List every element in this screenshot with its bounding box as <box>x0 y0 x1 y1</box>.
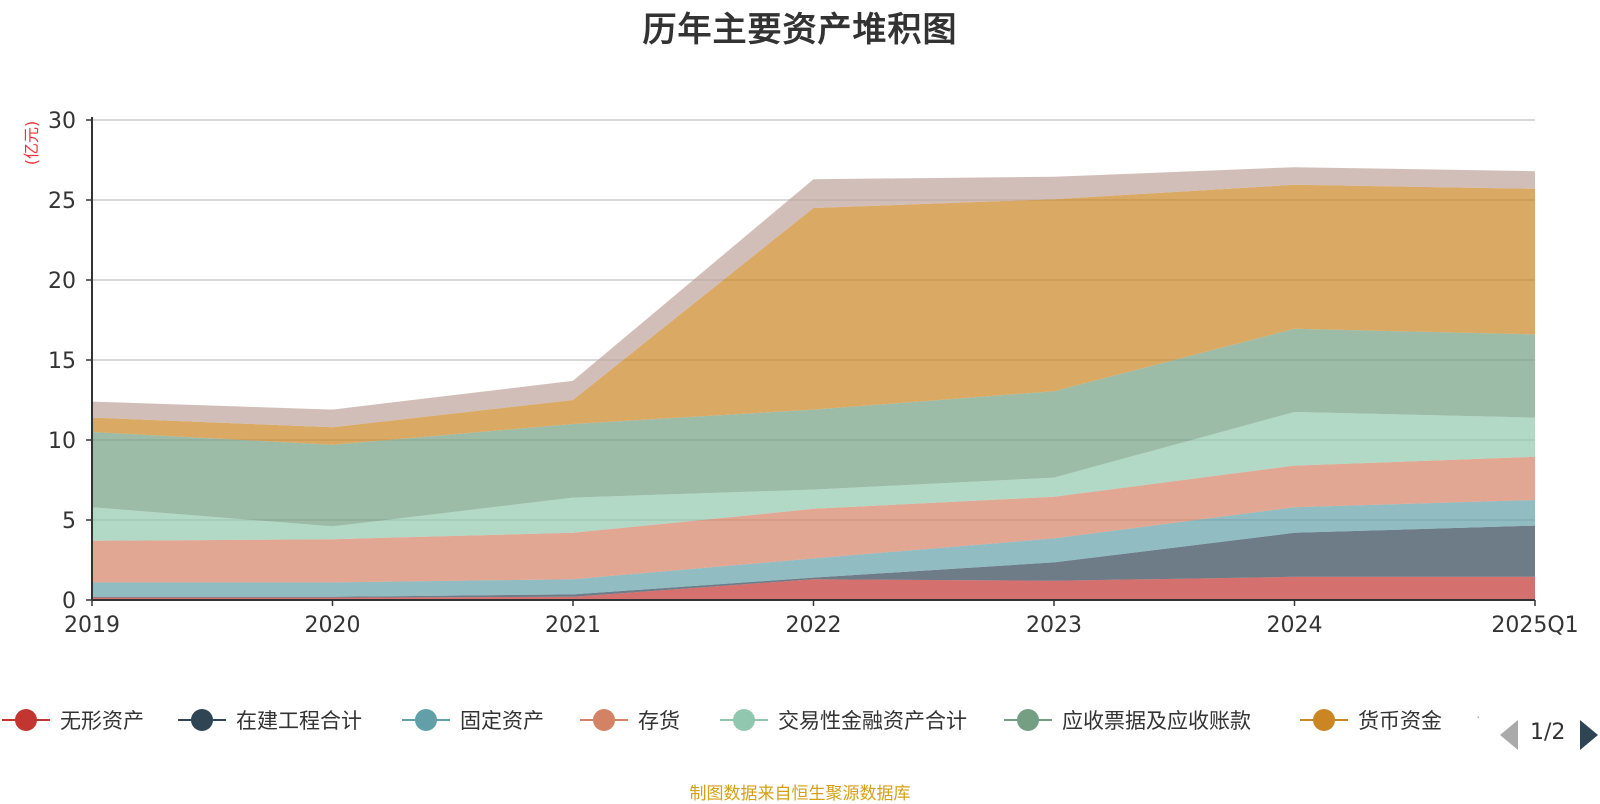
area-series-6[interactable] <box>92 184 1535 445</box>
legend-item-2[interactable]: 固定资产 <box>402 700 544 740</box>
area-series-2[interactable] <box>92 500 1535 597</box>
legend-marker-icon <box>2 700 50 740</box>
y-tick-label: 30 <box>48 109 76 134</box>
x-tick-label: 2023 <box>1026 613 1082 638</box>
legend-more-indicator: · <box>1476 708 1481 724</box>
chart-plot: 0 5 10 15 20 25 30 2019 2020 2021 2022 2023 2024 2025… <box>22 109 1579 638</box>
x-tick-label: 2024 <box>1267 613 1323 638</box>
legend-label: 在建工程合计 <box>236 709 362 733</box>
legend-item-1[interactable]: 在建工程合计 <box>178 700 362 740</box>
y-axis-unit-label: (亿元) <box>22 121 41 166</box>
legend-marker-icon <box>178 700 226 740</box>
legend-label: 无形资产 <box>60 709 144 733</box>
y-tick-label: 15 <box>48 349 76 374</box>
y-tick-label: 0 <box>62 589 76 614</box>
area-series-3[interactable] <box>92 456 1535 583</box>
legend-marker-icon <box>402 700 450 740</box>
legend-label: 存货 <box>638 709 680 733</box>
area-layer <box>92 167 1535 600</box>
legend-marker-icon <box>720 700 768 740</box>
axis-layer: 0 5 10 15 20 25 30 2019 2020 2021 2022 2023 2024 2025… <box>48 109 1579 638</box>
legend: 无形资产 在建工程合计 固定资产 存货 交易性金融资产合计 应收票据及应收账款 货币资金 <box>0 700 1600 740</box>
x-tick-label: 2019 <box>64 613 120 638</box>
legend-marker-icon <box>580 700 628 740</box>
x-tick-label: 2022 <box>786 613 842 638</box>
y-tick-label: 25 <box>48 189 76 214</box>
legend-label: 货币资金 <box>1358 709 1442 733</box>
legend-marker-icon <box>1300 700 1348 740</box>
legend-page-indicator: 1/2 <box>1530 720 1566 745</box>
area-series-0[interactable] <box>92 576 1535 600</box>
y-tick-label: 5 <box>62 509 76 534</box>
x-tick-label: 2025Q1 <box>1491 613 1578 638</box>
legend-marker-icon <box>1004 700 1052 740</box>
legend-item-5[interactable]: 应收票据及应收账款 <box>1004 700 1251 740</box>
area-series-4[interactable] <box>92 412 1535 541</box>
legend-label: 应收票据及应收账款 <box>1062 709 1251 733</box>
legend-item-6[interactable]: 货币资金 <box>1300 700 1442 740</box>
y-tick-label: 20 <box>48 269 76 294</box>
chart-title: 历年主要资产堆积图 <box>642 11 958 49</box>
legend-label: 固定资产 <box>460 709 544 733</box>
area-series-1[interactable] <box>92 525 1535 598</box>
data-source-note: 制图数据来自恒生聚源数据库 <box>689 784 911 804</box>
legend-next-page-icon[interactable] <box>1580 720 1598 750</box>
y-tick-label: 10 <box>48 429 76 454</box>
legend-item-4[interactable]: 交易性金融资产合计 <box>720 700 967 740</box>
legend-item-0[interactable]: 无形资产 <box>2 700 144 740</box>
legend-item-3[interactable]: 存货 <box>580 700 680 740</box>
legend-prev-page-icon[interactable] <box>1500 720 1518 750</box>
x-tick-label: 2021 <box>545 613 601 638</box>
x-tick-label: 2020 <box>305 613 361 638</box>
area-series-5[interactable] <box>92 328 1535 527</box>
legend-label: 交易性金融资产合计 <box>778 709 967 733</box>
